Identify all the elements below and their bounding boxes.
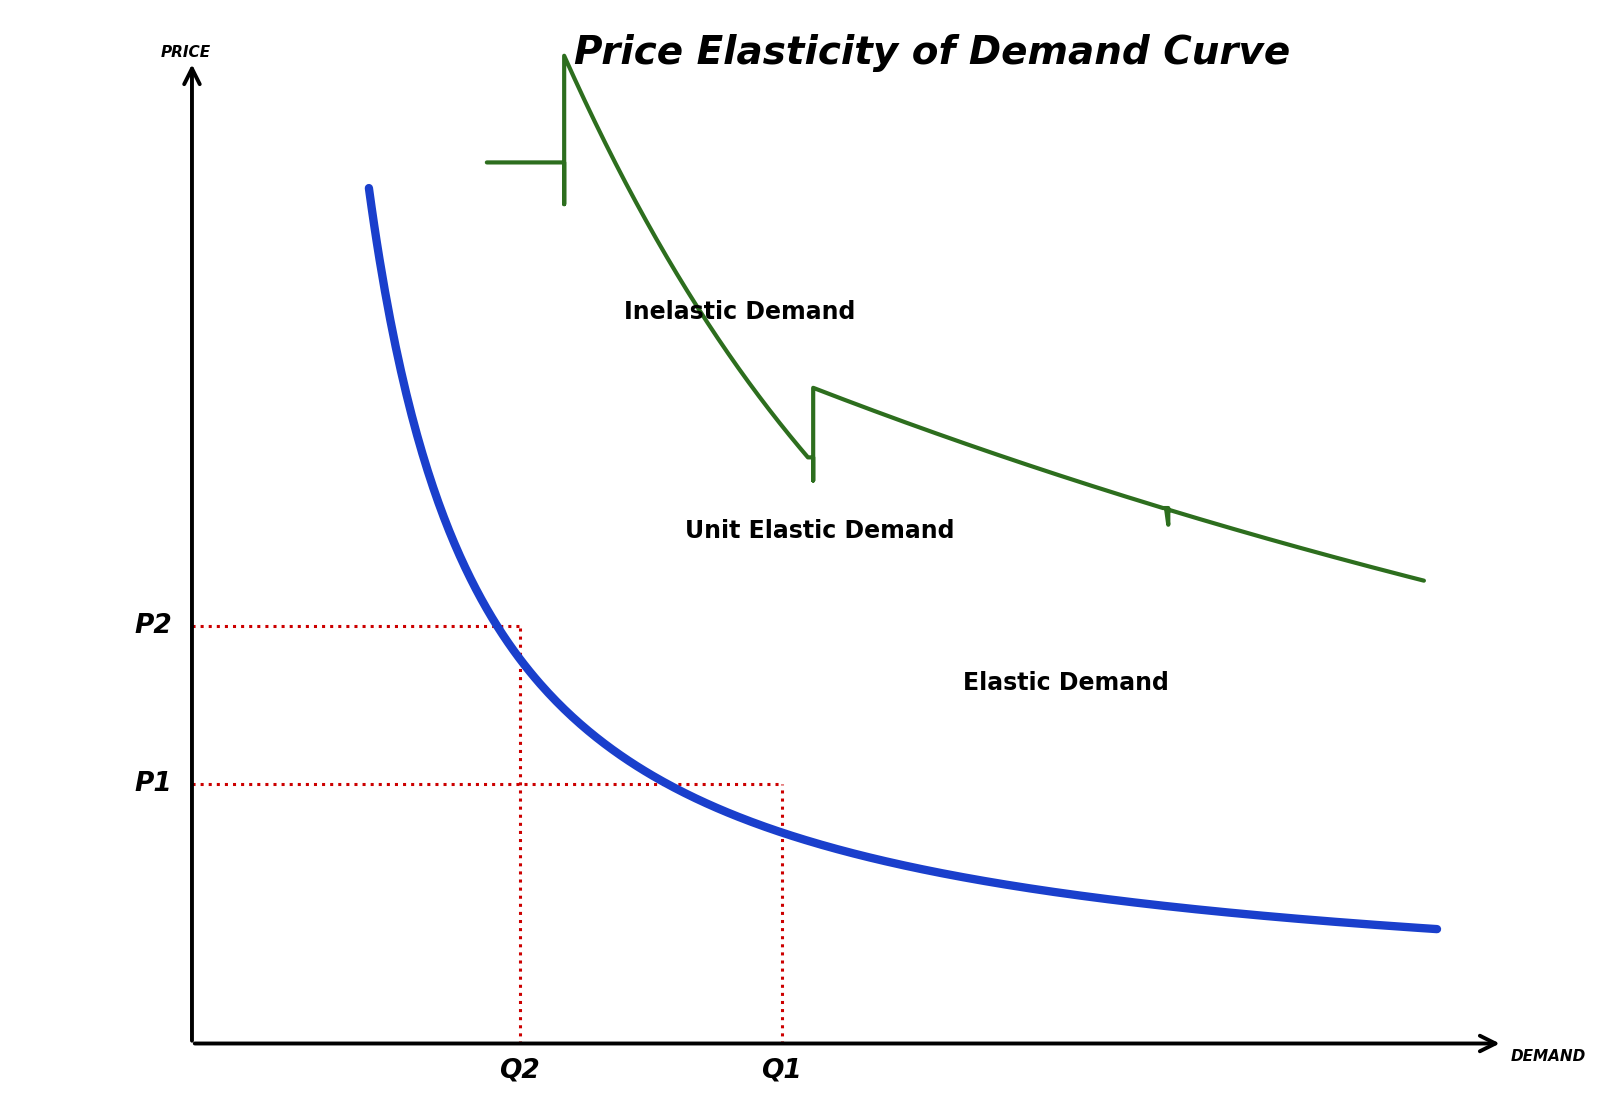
Text: Q2: Q2 <box>499 1057 539 1084</box>
Text: Price Elasticity of Demand Curve: Price Elasticity of Demand Curve <box>574 34 1290 72</box>
Text: Elastic Demand: Elastic Demand <box>963 672 1168 695</box>
Text: Inelastic Demand: Inelastic Demand <box>624 301 854 325</box>
Text: Q1: Q1 <box>762 1057 802 1084</box>
Text: PRICE: PRICE <box>162 45 211 60</box>
Text: P2: P2 <box>134 613 171 639</box>
Text: Unit Elastic Demand: Unit Elastic Demand <box>685 518 955 543</box>
Text: DEMAND: DEMAND <box>1510 1049 1586 1064</box>
Text: P1: P1 <box>134 771 171 797</box>
